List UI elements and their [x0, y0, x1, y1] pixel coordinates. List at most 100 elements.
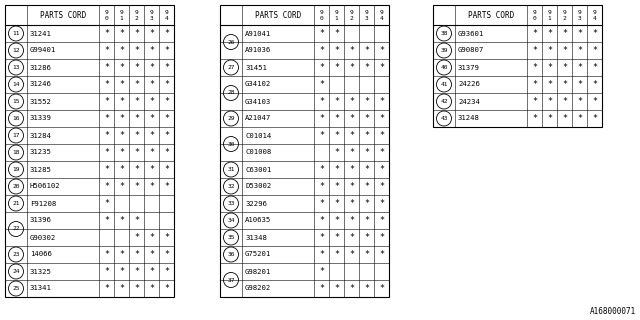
Text: A21047: A21047 — [245, 116, 271, 122]
Text: *: * — [532, 97, 537, 106]
Text: *: * — [379, 199, 384, 208]
Text: 41: 41 — [440, 82, 448, 87]
Text: *: * — [364, 63, 369, 72]
Text: *: * — [164, 233, 169, 242]
Text: 28: 28 — [227, 91, 235, 95]
Text: A168000071: A168000071 — [589, 307, 636, 316]
Text: *: * — [364, 97, 369, 106]
Text: *: * — [334, 250, 339, 259]
Text: *: * — [547, 80, 552, 89]
Text: *: * — [149, 250, 154, 259]
Text: C01008: C01008 — [245, 149, 271, 156]
Text: *: * — [119, 267, 124, 276]
Text: *: * — [334, 216, 339, 225]
Text: 19: 19 — [12, 167, 20, 172]
Text: 3: 3 — [150, 17, 154, 21]
Text: *: * — [104, 80, 109, 89]
Text: *: * — [379, 97, 384, 106]
Text: C01014: C01014 — [245, 132, 271, 139]
Text: *: * — [149, 114, 154, 123]
Text: 23: 23 — [12, 252, 20, 257]
Text: *: * — [364, 182, 369, 191]
Text: *: * — [562, 63, 567, 72]
Text: *: * — [104, 148, 109, 157]
Text: 0: 0 — [104, 17, 108, 21]
Text: 26: 26 — [227, 39, 235, 44]
Text: *: * — [334, 29, 339, 38]
Text: *: * — [134, 267, 139, 276]
Text: *: * — [562, 80, 567, 89]
Text: 22: 22 — [12, 227, 20, 231]
Text: *: * — [364, 216, 369, 225]
Text: *: * — [319, 131, 324, 140]
Text: *: * — [379, 131, 384, 140]
Bar — [5, 5, 174, 297]
Text: C63001: C63001 — [245, 166, 271, 172]
Text: 1: 1 — [335, 17, 339, 21]
Text: 2: 2 — [134, 17, 138, 21]
Text: *: * — [119, 80, 124, 89]
Text: 31325: 31325 — [30, 268, 52, 275]
Text: 40: 40 — [440, 65, 448, 70]
Text: *: * — [532, 29, 537, 38]
Text: 17: 17 — [12, 133, 20, 138]
Text: *: * — [319, 216, 324, 225]
Text: 4: 4 — [380, 17, 383, 21]
Text: *: * — [134, 165, 139, 174]
Text: *: * — [119, 216, 124, 225]
Text: 31285: 31285 — [30, 166, 52, 172]
Text: *: * — [562, 29, 567, 38]
Text: 25: 25 — [12, 286, 20, 291]
Text: *: * — [134, 148, 139, 157]
Text: *: * — [334, 233, 339, 242]
Text: F91208: F91208 — [30, 201, 56, 206]
Text: 37: 37 — [227, 277, 235, 283]
Text: 21: 21 — [12, 201, 20, 206]
Text: 9: 9 — [593, 10, 596, 14]
Text: *: * — [349, 250, 354, 259]
Text: *: * — [592, 29, 597, 38]
Text: *: * — [134, 114, 139, 123]
Text: 14066: 14066 — [30, 252, 52, 258]
Text: *: * — [104, 284, 109, 293]
Text: *: * — [104, 250, 109, 259]
Text: G93601: G93601 — [458, 30, 484, 36]
Text: G90302: G90302 — [30, 235, 56, 241]
Text: *: * — [319, 199, 324, 208]
Text: *: * — [319, 80, 324, 89]
Text: *: * — [164, 63, 169, 72]
Text: 33: 33 — [227, 201, 235, 206]
Text: 31248: 31248 — [458, 116, 480, 122]
Text: *: * — [164, 148, 169, 157]
Text: 30: 30 — [227, 141, 235, 147]
Text: *: * — [104, 63, 109, 72]
Text: *: * — [364, 46, 369, 55]
Text: *: * — [149, 233, 154, 242]
Text: 14: 14 — [12, 82, 20, 87]
Text: *: * — [364, 165, 369, 174]
Text: *: * — [119, 29, 124, 38]
Text: 31451: 31451 — [245, 65, 267, 70]
Text: *: * — [119, 284, 124, 293]
Text: *: * — [134, 46, 139, 55]
Text: A91036: A91036 — [245, 47, 271, 53]
Text: *: * — [164, 250, 169, 259]
Text: *: * — [134, 29, 139, 38]
Text: 42: 42 — [440, 99, 448, 104]
Bar — [433, 5, 602, 127]
Text: *: * — [319, 233, 324, 242]
Text: *: * — [164, 182, 169, 191]
Text: *: * — [104, 46, 109, 55]
Text: *: * — [104, 29, 109, 38]
Text: *: * — [119, 182, 124, 191]
Text: 9: 9 — [578, 10, 581, 14]
Text: *: * — [364, 131, 369, 140]
Text: 1: 1 — [548, 17, 552, 21]
Text: *: * — [334, 63, 339, 72]
Text: 34: 34 — [227, 218, 235, 223]
Text: *: * — [532, 63, 537, 72]
Text: *: * — [532, 80, 537, 89]
Text: *: * — [379, 63, 384, 72]
Text: *: * — [364, 199, 369, 208]
Text: *: * — [319, 97, 324, 106]
